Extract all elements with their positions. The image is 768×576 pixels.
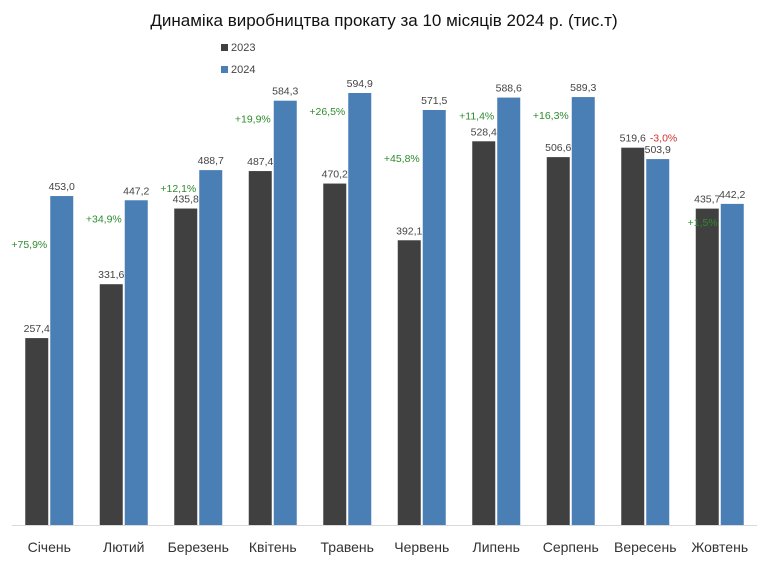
value-label-2023-1: 257,4 <box>24 323 50 335</box>
bar-2023-6 <box>397 240 421 526</box>
bar-2024-7 <box>497 97 521 525</box>
value-label-2024-2: 447,2 <box>123 185 149 197</box>
bar-2023-2 <box>99 284 123 525</box>
category-label-7: Липень <box>473 539 520 555</box>
bar-2023-3 <box>174 208 198 525</box>
bar-2024-1 <box>50 196 74 525</box>
bar-2023-7 <box>472 141 496 525</box>
value-label-2024-5: 594,9 <box>347 78 373 90</box>
value-label-2024-9: 503,9 <box>645 144 671 156</box>
change-label-4: +19,9% <box>235 114 271 126</box>
value-label-2024-10: 442,2 <box>719 189 745 201</box>
value-label-2024-1: 453,0 <box>49 181 75 193</box>
bar-2023-4 <box>248 171 272 525</box>
bar-2023-9 <box>621 147 645 525</box>
bar-2023-8 <box>546 157 570 525</box>
bar-2024-10 <box>720 203 744 525</box>
value-label-2023-10: 435,7 <box>694 194 720 206</box>
change-label-8: +16,3% <box>533 110 569 122</box>
value-label-2023-2: 331,6 <box>98 269 124 281</box>
bar-2024-2 <box>124 200 148 525</box>
legend-swatch-2023 <box>221 44 228 51</box>
category-label-4: Квітень <box>249 539 297 555</box>
bar-2024-4 <box>273 100 297 526</box>
bar-2024-3 <box>199 170 223 526</box>
category-label-8: Серпень <box>543 539 599 555</box>
chart-title: Динаміка виробництва прокату за 10 місяц… <box>150 11 618 30</box>
change-label-3: +12,1% <box>160 183 196 195</box>
change-label-7: +11,4% <box>459 111 494 123</box>
value-label-2023-5: 470,2 <box>322 169 348 181</box>
change-label-9: -3,0% <box>650 133 677 145</box>
change-label-2: +34,9% <box>86 213 122 225</box>
change-label-6: +45,8% <box>384 153 420 165</box>
value-label-2023-6: 392,1 <box>396 225 422 237</box>
category-label-1: Січень <box>28 539 71 555</box>
value-label-2023-4: 487,4 <box>247 156 273 168</box>
value-label-2023-9: 519,6 <box>620 133 646 145</box>
bar-2024-6 <box>422 109 446 526</box>
legend-label-2023: 2023 <box>231 42 255 54</box>
bar-2024-5 <box>348 93 372 525</box>
value-label-2023-7: 528,4 <box>471 126 497 138</box>
value-label-2023-3: 435,8 <box>173 194 199 206</box>
value-label-2024-7: 588,6 <box>496 83 522 95</box>
change-label-5: +26,5% <box>309 106 345 118</box>
bar-2024-9 <box>646 159 670 525</box>
legend-swatch-2024 <box>221 66 228 73</box>
category-label-5: Травень <box>321 539 374 555</box>
value-label-2024-3: 488,7 <box>198 155 224 167</box>
value-label-2024-6: 571,5 <box>421 95 447 107</box>
category-label-9: Вересень <box>614 539 677 555</box>
value-label-2024-4: 584,3 <box>272 86 298 98</box>
change-label-10: +1,5% <box>688 217 718 229</box>
legend-label-2024: 2024 <box>231 64 255 76</box>
value-label-2024-8: 589,3 <box>570 82 596 94</box>
category-label-2: Лютий <box>103 539 144 555</box>
bar-2023-10 <box>695 208 719 525</box>
bar-2024-8 <box>571 97 595 526</box>
bar-2023-5 <box>323 183 347 525</box>
change-label-1: +75,9% <box>11 239 47 251</box>
category-label-6: Червень <box>394 539 449 555</box>
bar-2023-1 <box>25 338 49 525</box>
category-label-3: Березень <box>168 539 229 555</box>
value-label-2023-8: 506,6 <box>545 142 571 154</box>
category-label-10: Жовтень <box>691 539 748 555</box>
